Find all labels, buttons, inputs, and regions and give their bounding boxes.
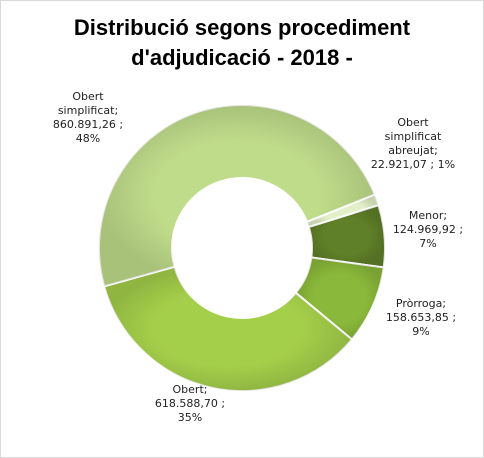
slice-shade (99, 105, 375, 287)
slice-shade (308, 205, 385, 268)
data-label-line: 618.588,70 ; (155, 397, 225, 410)
data-label-line: 7% (419, 237, 436, 250)
data-label-line: 860.891,26 ; (53, 118, 123, 131)
data-label-line: 124.969,92 ; (393, 223, 463, 236)
data-label-line: 22.921,07 ; 1% (371, 158, 455, 171)
chart-title-line-2: d'adjudicació - 2018 - (131, 45, 353, 70)
chart-title-line-1: Distribució segons procediment (74, 15, 411, 40)
data-label-line: 48% (76, 132, 100, 145)
labels-group: Obert simplificat abreujat; 22.921,07 ; 1%M… (53, 90, 463, 424)
data-label-line: abreujat; (388, 144, 438, 157)
data-label-line: 9% (412, 325, 429, 338)
slice-shade (306, 194, 379, 228)
data-label-obert-simplificat: Obert simplificat; 860.891,26 ; 48% (53, 90, 123, 145)
slice-shade (104, 266, 352, 391)
data-label-line: Obert (72, 90, 104, 103)
data-label-line: 35% (178, 411, 202, 424)
slices-group (98, 104, 386, 392)
data-label-line: simplificat (385, 130, 442, 143)
data-label-obert-simplificat-abreujat: Obert simplificat abreujat; 22.921,07 ; 1% (371, 116, 455, 171)
slice-shade (295, 257, 384, 340)
data-label-menor: Menor; 124.969,92 ; 7% (393, 209, 463, 250)
data-label-line: Obert (397, 116, 429, 129)
data-label-line: Menor; (409, 209, 447, 222)
data-label-obert: Obert; 618.588,70 ; 35% (155, 383, 225, 424)
data-label-pr-rroga: Pròrroga; 158.653,85 ; 9% (386, 297, 456, 338)
data-label-line: Pròrroga; (396, 297, 446, 310)
data-label-line: simplificat; (58, 104, 118, 117)
data-label-line: 158.653,85 ; (386, 311, 456, 324)
data-label-line: Obert; (173, 383, 208, 396)
